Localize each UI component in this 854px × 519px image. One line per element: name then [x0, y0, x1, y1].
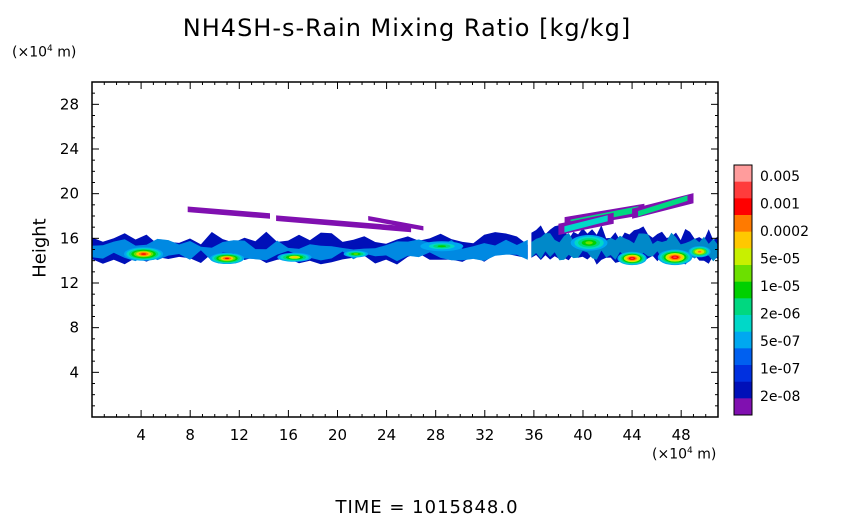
y-axis-unit: (×104 m): [12, 44, 77, 61]
x-tick-label: 8: [185, 426, 195, 444]
x-tick-label: 40: [573, 426, 592, 444]
x-tick-label: 28: [426, 426, 445, 444]
colorbar-frame: [733, 164, 753, 416]
y-tick-label: 16: [60, 229, 79, 247]
colorbar-swatch: [734, 165, 752, 182]
x-tick-label: 44: [623, 426, 642, 444]
x-tick-label: 4: [136, 426, 146, 444]
mixing-ratio-field: [92, 193, 718, 266]
rain-band-inner: [92, 238, 528, 262]
rain-plume: [187, 206, 270, 219]
rain-plume: [368, 216, 424, 231]
y-tick-label: 8: [69, 319, 79, 337]
y-tick-label: 12: [60, 274, 79, 292]
x-axis-unit: (×104 m): [652, 446, 717, 463]
x-tick-label: 20: [328, 426, 347, 444]
x-tick-label: 36: [524, 426, 543, 444]
colorbar-label: 1e-05: [760, 279, 800, 295]
colorbar: 0.005 0.001 0.0002 5e-05 1e-05 2e-06 5e-07 1e-0…: [733, 164, 809, 416]
colorbar-label: 2e-08: [760, 389, 800, 405]
colorbar-swatch: [734, 215, 752, 232]
rain-cell-contour: [224, 257, 230, 260]
rain-cell-contour: [698, 250, 702, 253]
y-tick-label: 28: [60, 95, 79, 113]
colorbar-swatch: [734, 315, 752, 332]
x-tick-label: 16: [279, 426, 298, 444]
rain-cell-contour: [630, 257, 634, 260]
rain-plume-core: [564, 215, 608, 233]
x-tick-label: 24: [377, 426, 396, 444]
rain-cell-contour: [353, 253, 359, 255]
colorbar-swatch: [734, 365, 752, 382]
time-label: TIME = 1015848.0: [335, 497, 519, 518]
colorbar-swatch: [734, 298, 752, 316]
colorbar-label: 5e-05: [760, 252, 800, 268]
colorbar-label: 1e-07: [760, 362, 800, 378]
colorbar-swatch: [734, 398, 752, 416]
colorbar-swatch: [734, 231, 752, 249]
rain-plume: [276, 215, 412, 233]
rain-cell-contour: [141, 253, 147, 255]
y-tick-label: 4: [69, 363, 79, 381]
colorbar-swatch: [734, 348, 752, 366]
rain-band-core: [92, 238, 528, 262]
rain-cell-contour: [585, 241, 593, 245]
rain-cell-contour: [291, 256, 298, 258]
chart-title: NH4SH-s-Rain Mixing Ratio [kg/kg]: [182, 14, 632, 42]
colorbar-swatch: [734, 331, 752, 349]
colorbar-swatch: [734, 248, 752, 266]
colorbar-swatch: [734, 381, 752, 399]
colorbar-label: 0.0002: [760, 224, 809, 240]
y-tick-label: 20: [60, 185, 79, 203]
colorbar-swatch: [734, 281, 752, 299]
x-tick-label: 32: [475, 426, 494, 444]
colorbar-swatch: [734, 265, 752, 282]
y-tick-label: 24: [60, 140, 79, 158]
rain-cell-contour: [673, 256, 677, 259]
colorbar-label: 2e-06: [760, 307, 800, 323]
colorbar-swatch: [734, 198, 752, 216]
colorbar-label: 0.001: [760, 197, 800, 213]
colorbar-label: 5e-07: [760, 334, 800, 350]
x-tick-label: 48: [672, 426, 691, 444]
rain-plume-core: [638, 195, 688, 217]
colorbar-label: 0.005: [760, 169, 800, 185]
x-tick-label: 12: [230, 426, 249, 444]
rain-cell-contour: [437, 245, 447, 248]
colorbar-swatch: [734, 181, 752, 199]
